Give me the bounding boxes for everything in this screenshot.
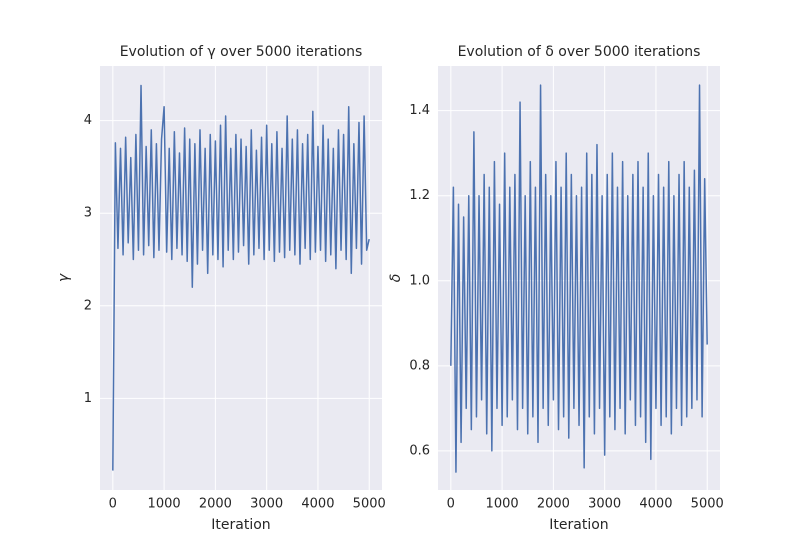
x-tick-label: 1000 <box>486 497 519 512</box>
x-tick-label: 5000 <box>691 497 724 512</box>
y-tick-label: 1.2 <box>409 188 430 203</box>
x-tick-label: 4000 <box>639 497 672 512</box>
x-axis-label: Iteration <box>211 517 270 533</box>
y-tick-label: 1.0 <box>409 273 430 288</box>
y-tick-label: 1 <box>84 391 92 406</box>
x-axis-label: Iteration <box>549 517 608 533</box>
plot-area <box>100 66 382 490</box>
y-tick-label: 4 <box>84 113 92 128</box>
y-tick-label: 2 <box>84 298 92 313</box>
chart-title: Evolution of δ over 5000 iterations <box>458 44 701 60</box>
x-tick-label: 3000 <box>588 497 621 512</box>
x-tick-label: 2000 <box>537 497 570 512</box>
x-tick-label: 3000 <box>250 497 283 512</box>
x-tick-label: 0 <box>109 497 117 512</box>
y-tick-label: 0.8 <box>409 358 430 373</box>
trace-line <box>450 84 708 473</box>
x-tick-label: 2000 <box>199 497 232 512</box>
chart-title: Evolution of γ over 5000 iterations <box>120 44 363 60</box>
x-tick-label: 4000 <box>301 497 334 512</box>
y-axis-label: δ <box>388 274 404 283</box>
y-tick-label: 3 <box>84 206 92 221</box>
x-tick-label: 1000 <box>148 497 181 512</box>
x-tick-label: 5000 <box>353 497 386 512</box>
y-axis-label: γ <box>56 273 72 282</box>
trace-line <box>112 84 370 471</box>
x-tick-label: 0 <box>447 497 455 512</box>
y-tick-label: 1.4 <box>409 103 430 118</box>
y-tick-label: 0.6 <box>409 443 430 458</box>
